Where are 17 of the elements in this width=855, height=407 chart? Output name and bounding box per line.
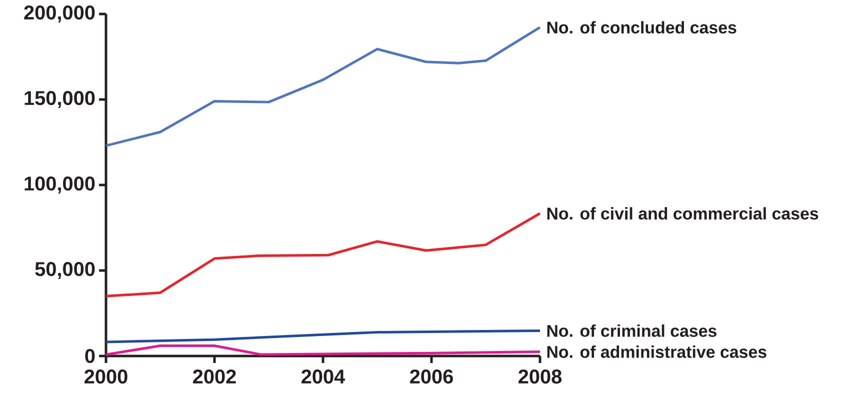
series-label: No. of civil and commercial cases xyxy=(547,207,818,220)
x-tick-label: 2000 xyxy=(84,370,128,384)
line-series xyxy=(104,329,542,344)
y-tick-label: 200,000 xyxy=(24,6,95,22)
line-series xyxy=(104,212,542,298)
series-label: No. of concluded cases xyxy=(547,21,736,34)
y-tick-label: 50,000 xyxy=(35,262,95,279)
series-label: No. of administrative cases xyxy=(547,346,766,358)
y-tick-label: 150,000 xyxy=(24,91,95,108)
series-label: No. of criminal cases xyxy=(547,324,716,337)
x-tick-label: 2006 xyxy=(410,370,453,384)
y-tick-label: 0 xyxy=(85,348,95,364)
y-tick-label: 100,000 xyxy=(24,176,95,194)
x-tick-label: 2004 xyxy=(302,370,346,384)
x-tick-label: 2008 xyxy=(518,370,562,384)
x-tick-label: 2002 xyxy=(193,370,236,384)
line-series xyxy=(104,26,542,147)
